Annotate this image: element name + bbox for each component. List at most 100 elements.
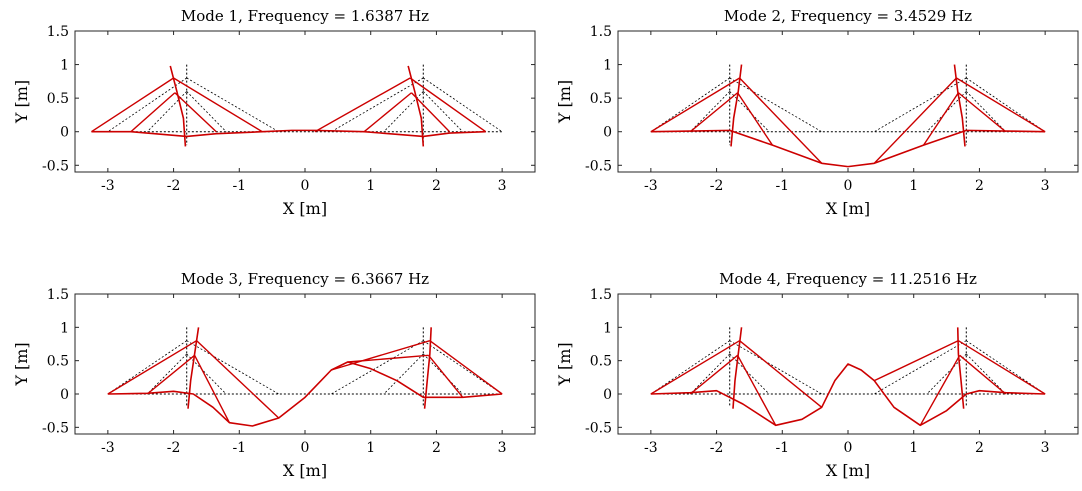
deformed-cable [737,92,774,146]
subplot-2: Mode 2, Frequency = 3.4529 Hz -3 -2 -1 0 1 2 3 -… [555,7,1079,218]
x-tick-label: -3 [101,440,115,456]
undeformed-cable [874,340,967,395]
x-tick-label: 3 [1041,440,1050,456]
undeformed-cable [186,340,279,395]
subplot-title: Mode 2, Frequency = 3.4529 Hz [724,7,972,25]
undeformed-cable [383,91,424,132]
subplot-title: Mode 3, Frequency = 6.3667 Hz [181,270,429,288]
deformed-cable [956,77,1046,133]
axes-box [74,30,536,173]
x-tick-label: -2 [710,178,724,194]
x-axis-label: X [m] [283,199,327,218]
deformed-cable [739,77,823,164]
y-tick-label: 1.5 [590,287,612,303]
deformed-pylon [730,64,743,147]
undeformed-cable [690,353,730,395]
deformed-cable [146,354,196,395]
deformed-cable [193,355,231,423]
x-tick-label: 3 [1041,178,1050,194]
deformed-cable [331,339,431,371]
subplot-4: Mode 4, Frequency = 11.2516 Hz -3 -2 -1 0 1 2 3… [555,270,1079,480]
deformed-deck [650,129,1046,168]
undeformed-cable [729,353,770,395]
undeformed-cable [422,91,464,132]
deformed-cable [873,340,959,382]
subplot-title: Mode 1, Frequency = 1.6387 Hz [181,7,429,25]
y-tick-label: -0.5 [42,158,69,174]
x-tick-label: 2 [432,440,441,456]
x-axis-label: X [m] [283,461,327,480]
subplot-title: Mode 4, Frequency = 11.2516 Hz [719,270,977,288]
x-tick-label: -2 [710,440,724,456]
deformed-pylon [187,327,200,409]
x-tick-label: 1 [366,440,375,456]
x-tick-label: -1 [232,440,246,456]
deformed-cable [107,340,197,395]
x-tick-label: -3 [644,178,658,194]
x-tick-label: 0 [301,178,310,194]
y-tick-label: 0.5 [590,354,612,370]
undeformed-cable [965,91,1007,132]
undeformed-cable [729,77,822,133]
y-axis-label: Y [m] [12,80,31,124]
undeformed-cable [650,77,730,133]
deformed-cable [958,340,1046,395]
deformed-pylon [407,65,425,147]
undeformed-cable [966,353,1006,395]
deformed-cable [409,77,487,133]
y-tick-label: 1.5 [47,24,69,40]
subplot-1: Mode 1, Frequency = 1.6387 Hz -3 -2 -1 0 1 2 3 -… [12,7,536,218]
deformed-cable [314,77,411,133]
deformed-cable [347,354,429,363]
x-tick-label: 1 [909,178,918,194]
x-tick-label: 2 [975,178,984,194]
deformed-cable [959,354,1007,395]
x-tick-label: 0 [844,440,853,456]
y-tick-label: 1 [60,320,69,336]
undeformed-cable [186,353,227,395]
undeformed-cable [729,340,822,395]
deformed-cable [173,77,263,133]
x-tick-label: -1 [232,178,246,194]
undeformed-cable [966,77,1046,133]
deformed-cable [957,92,1007,133]
deformed-pylon [956,327,965,409]
y-tick-label: 1.5 [590,24,612,40]
deformed-pylon [423,327,432,409]
y-tick-label: 0 [603,125,612,141]
x-axis-label: X [m] [826,199,870,218]
y-tick-label: -0.5 [585,420,612,436]
y-axis-label: Y [m] [555,80,574,124]
deformed-cable [919,354,961,426]
undeformed-cable [874,77,967,133]
y-tick-label: -0.5 [585,158,612,174]
y-axis-label: Y [m] [12,342,31,386]
x-tick-label: 2 [975,440,984,456]
deformed-deck [91,129,486,138]
y-tick-label: 1 [603,320,612,336]
y-tick-label: 1 [603,58,612,74]
x-tick-label: -3 [101,178,115,194]
deformed-cable [650,340,740,395]
deformed-cable [689,354,739,395]
y-tick-label: 0 [603,387,612,403]
undeformed-cable [331,77,424,133]
deformed-cable [363,92,412,133]
x-tick-label: 1 [909,440,918,456]
x-tick-label: -1 [775,440,789,456]
y-tick-label: -0.5 [42,420,69,436]
undeformed-cable [147,353,187,395]
deformed-pylon [953,64,966,147]
y-tick-label: 0.5 [47,91,69,107]
deformed-pylon [732,327,743,409]
deformed-deck [107,361,503,427]
y-tick-label: 0.5 [590,91,612,107]
y-tick-label: 0 [60,387,69,403]
deformed-cable [427,354,464,398]
y-tick-label: 1 [60,58,69,74]
axes-box [74,293,536,435]
deformed-cable [130,92,176,133]
undeformed-cable [423,77,503,133]
x-tick-label: -1 [775,178,789,194]
undeformed-cable [186,91,227,132]
